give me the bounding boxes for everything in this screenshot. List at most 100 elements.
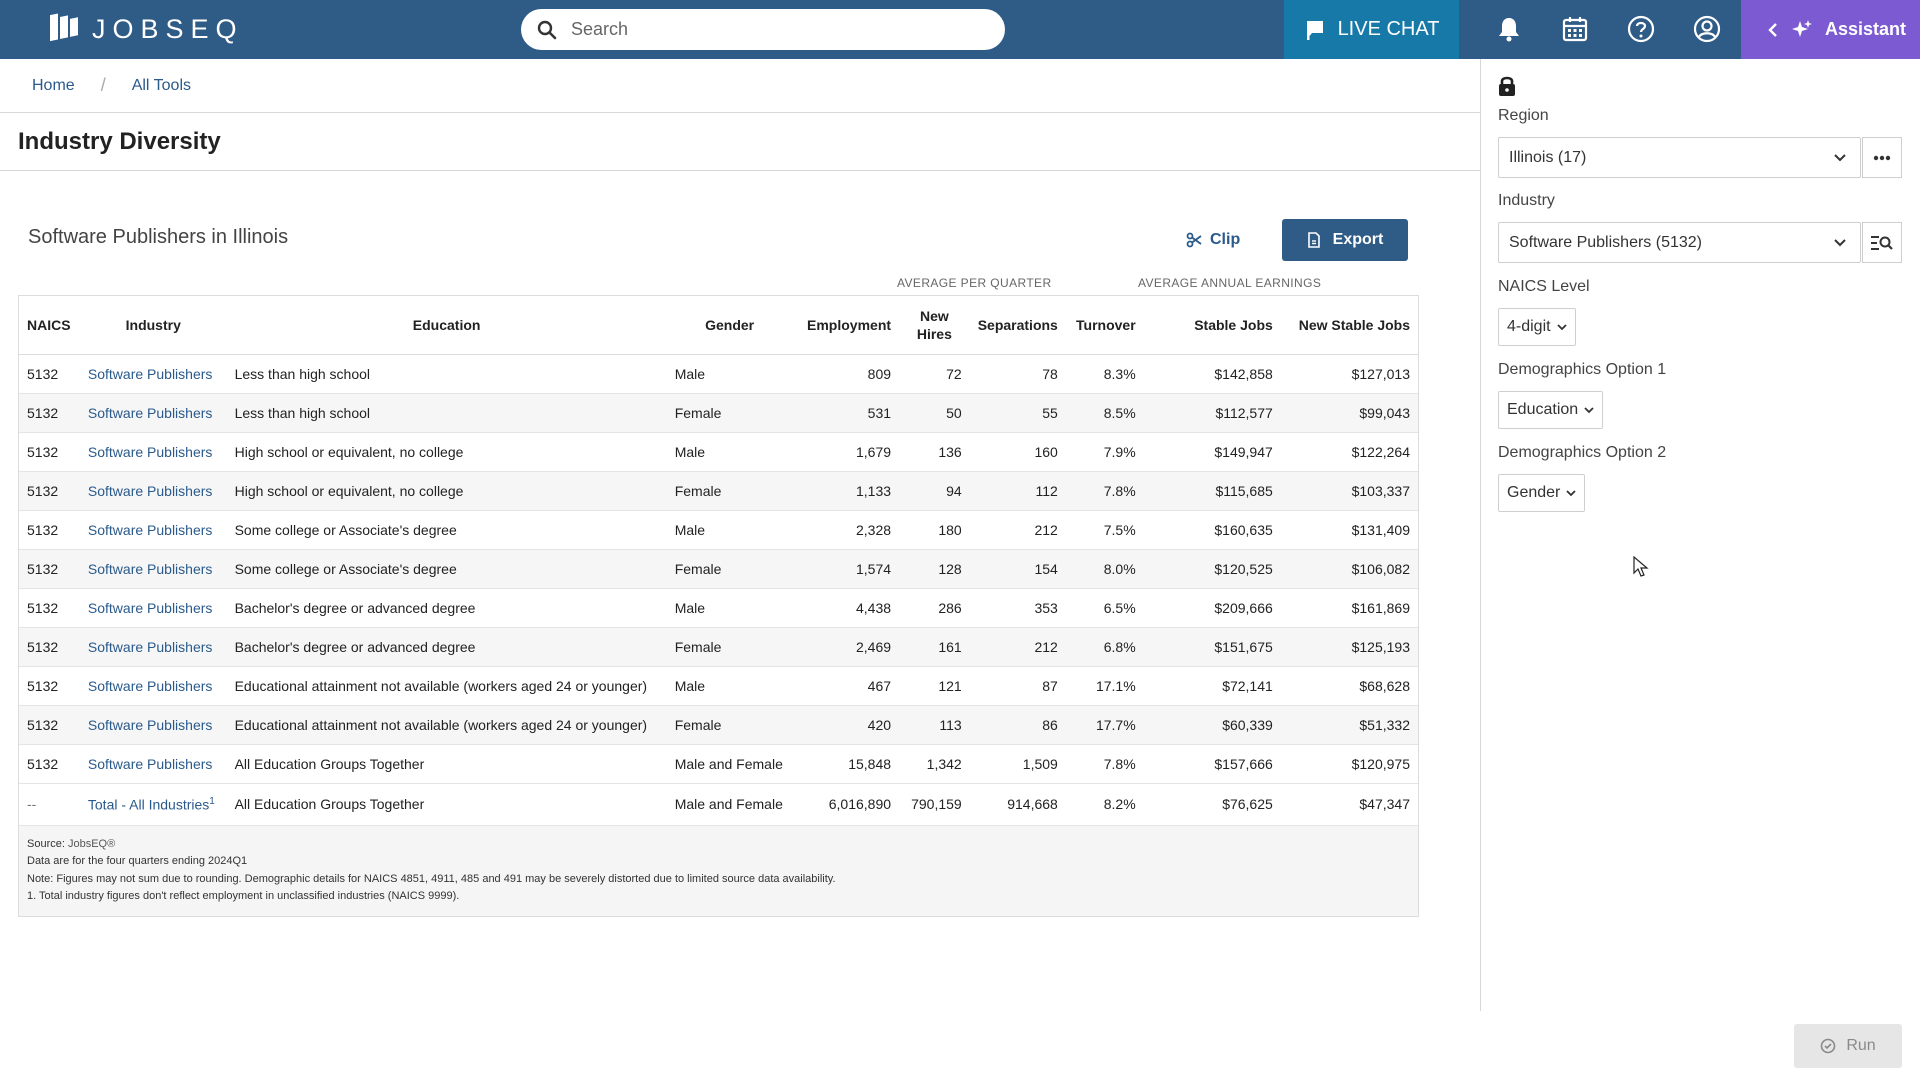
region-value: Illinois (17) xyxy=(1509,148,1587,166)
col-new-stable-jobs[interactable]: New Stable Jobs xyxy=(1280,296,1418,355)
live-chat-button[interactable]: LIVE CHAT xyxy=(1284,0,1459,59)
cell-industry[interactable]: Software Publishers xyxy=(79,432,227,472)
cell-new-hires: 180 xyxy=(899,510,970,550)
col-naics[interactable]: NAICS xyxy=(19,296,80,355)
assistant-button[interactable]: Assistant xyxy=(1741,0,1920,59)
chevron-down-icon xyxy=(1584,407,1594,414)
cell-separations: 353 xyxy=(969,588,1066,628)
source-note: Source: JobsEQ® xyxy=(27,836,1410,854)
cell-industry[interactable]: Software Publishers xyxy=(79,471,227,511)
table-row: 5132 Software Publishers High school or eq… xyxy=(19,471,1418,511)
cell-industry[interactable]: Software Publishers xyxy=(79,510,227,550)
col-employment[interactable]: Employment xyxy=(792,296,900,355)
region-more-button[interactable] xyxy=(1862,137,1902,178)
cell-turnover: 7.8% xyxy=(1065,744,1144,784)
cell-new-hires: 121 xyxy=(899,666,970,706)
cell-stable: $115,685 xyxy=(1143,471,1281,511)
industry-search-button[interactable] xyxy=(1862,222,1902,263)
chevron-down-icon xyxy=(1556,324,1567,331)
col-industry[interactable]: Industry xyxy=(79,296,227,355)
cell-education: High school or equivalent, no college xyxy=(226,471,667,511)
run-label: Run xyxy=(1846,1037,1876,1054)
total-cell-naics: -- xyxy=(19,783,80,826)
naics-level-select[interactable]: 4-digit xyxy=(1498,308,1576,346)
logo-mark-icon xyxy=(50,13,78,42)
breadcrumb-home[interactable]: Home xyxy=(32,76,75,94)
top-navigation-bar: JOBSEQ LIVE CHAT Assistant xyxy=(0,0,1920,59)
cell-gender: Female xyxy=(666,549,793,589)
cell-stable: $157,666 xyxy=(1143,744,1281,784)
cell-naics: 5132 xyxy=(19,393,80,433)
col-gender[interactable]: Gender xyxy=(666,296,793,355)
breadcrumb-all-tools[interactable]: All Tools xyxy=(131,76,191,94)
demographics-option-1-select[interactable]: Education xyxy=(1498,391,1604,429)
sparkle-icon xyxy=(1792,19,1812,37)
search-input[interactable] xyxy=(571,19,971,40)
report-title: Software Publishers in Illinois xyxy=(28,226,289,248)
cell-industry[interactable]: Software Publishers xyxy=(79,588,227,628)
cell-new-stable: $120,975 xyxy=(1280,744,1418,784)
cell-new-hires: 50 xyxy=(899,393,970,433)
demographics-option-1-label: Demographics Option 1 xyxy=(1498,361,1667,378)
bell-icon[interactable] xyxy=(1494,14,1524,44)
cell-separations: 160 xyxy=(969,432,1066,472)
cell-stable: $149,947 xyxy=(1143,432,1281,472)
table-header-row: NAICS Industry Education Gender Employme… xyxy=(19,296,1418,355)
cell-education: Less than high school xyxy=(226,393,667,433)
jobseq-logo[interactable]: JOBSEQ xyxy=(46,10,244,48)
cell-employment: 4,438 xyxy=(792,588,900,628)
search-bar[interactable] xyxy=(521,9,1005,50)
clip-button[interactable]: Clip xyxy=(1186,219,1256,261)
cell-industry[interactable]: Software Publishers xyxy=(79,549,227,589)
account-icon[interactable] xyxy=(1692,14,1722,44)
logo-text: JOBSEQ xyxy=(92,13,244,44)
cell-education: Less than high school xyxy=(226,354,667,394)
cell-new-hires: 113 xyxy=(899,705,970,745)
calendar-icon[interactable] xyxy=(1560,14,1590,44)
cell-industry[interactable]: Software Publishers xyxy=(79,627,227,667)
cell-stable: $72,141 xyxy=(1143,666,1281,706)
cell-turnover: 8.3% xyxy=(1065,354,1144,394)
export-button[interactable]: Export xyxy=(1282,219,1408,261)
table-row: 5132 Software Publishers Bachelor's degree… xyxy=(19,588,1418,628)
note-line-3: 1. Total industry figures don't reflect … xyxy=(27,890,460,902)
col-turnover[interactable]: Turnover xyxy=(1065,296,1144,355)
col-stable-jobs[interactable]: Stable Jobs xyxy=(1143,296,1281,355)
cell-education: All Education Groups Together xyxy=(226,744,667,784)
group-header-avg-per-quarter: AVERAGE PER QUARTER xyxy=(897,276,1052,290)
region-select[interactable]: Illinois (17) xyxy=(1498,137,1861,178)
cell-gender: Male xyxy=(666,666,793,706)
region-label: Region xyxy=(1498,107,1549,124)
col-education[interactable]: Education xyxy=(226,296,667,355)
col-separations[interactable]: Separations xyxy=(969,296,1066,355)
group-header-avg-annual-earnings: AVERAGE ANNUAL EARNINGS xyxy=(1138,276,1322,290)
title-divider xyxy=(0,170,1480,171)
cell-gender: Male xyxy=(666,510,793,550)
cell-new-hires: 94 xyxy=(899,471,970,511)
cell-industry[interactable]: Software Publishers xyxy=(79,393,227,433)
cell-stable: $120,525 xyxy=(1143,549,1281,589)
cell-industry[interactable]: Software Publishers xyxy=(79,744,227,784)
cell-industry[interactable]: Software Publishers xyxy=(79,354,227,394)
cell-separations: 1,509 xyxy=(969,744,1066,784)
help-icon[interactable] xyxy=(1626,14,1656,44)
demographics-option-2-label: Demographics Option 2 xyxy=(1498,444,1667,461)
col-new-hires[interactable]: New Hires xyxy=(899,296,970,355)
run-button[interactable]: Run xyxy=(1794,1024,1902,1068)
cell-new-stable: $99,043 xyxy=(1280,393,1418,433)
total-cell-industry[interactable]: Total - All Industries1 xyxy=(79,783,227,826)
lock-icon[interactable] xyxy=(1498,75,1516,97)
cell-industry[interactable]: Software Publishers xyxy=(79,666,227,706)
cell-new-stable: $131,409 xyxy=(1280,510,1418,550)
cell-gender: Female xyxy=(666,471,793,511)
cell-industry[interactable]: Software Publishers xyxy=(79,705,227,745)
cell-employment: 1,679 xyxy=(792,432,900,472)
cell-gender: Male xyxy=(666,588,793,628)
total-industry-label: Total - All Industries xyxy=(87,796,210,813)
cell-employment: 467 xyxy=(792,666,900,706)
cell-education: Educational attainment not available (wo… xyxy=(226,666,667,706)
industry-select[interactable]: Software Publishers (5132) xyxy=(1498,222,1861,263)
demographics-option-2-select[interactable]: Gender xyxy=(1498,474,1586,512)
table-row: 5132 Software Publishers Some college or A… xyxy=(19,510,1418,550)
cell-new-hires: 161 xyxy=(899,627,970,667)
